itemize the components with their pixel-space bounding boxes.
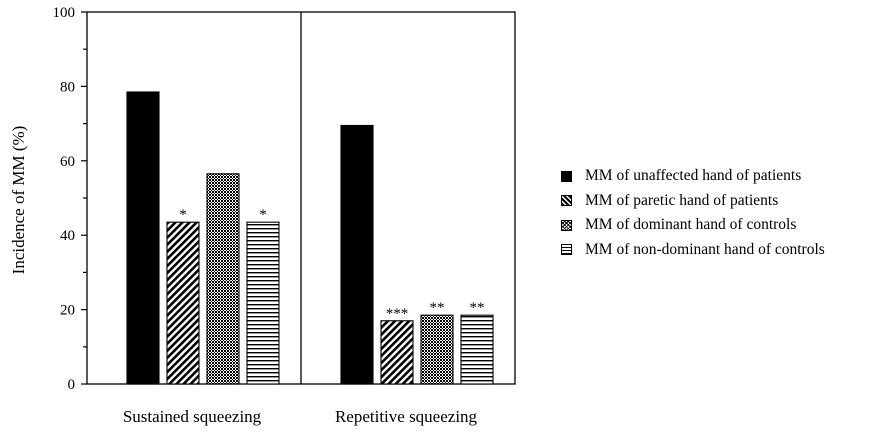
- bar: [246, 221, 280, 385]
- legend-label: MM of unaffected hand of patients: [585, 167, 802, 185]
- bar: [340, 124, 374, 385]
- legend-label: MM of paretic hand of patients: [585, 191, 779, 209]
- bar: [206, 173, 240, 385]
- significance-marker: *: [259, 207, 267, 223]
- legend-item-dominant: MM of dominant hand of controls: [561, 213, 825, 238]
- bar: [126, 91, 160, 385]
- y-tick-label: 40: [60, 228, 75, 244]
- legend-swatch-diagonal-hatch: [561, 195, 572, 207]
- chart-legend: MM of unaffected hand of patients MM of …: [561, 164, 825, 262]
- legend-item-paretic: MM of paretic hand of patients: [561, 189, 825, 214]
- y-tick-label: 0: [68, 377, 76, 393]
- legend-label: MM of dominant hand of controls: [585, 216, 797, 234]
- legend-label: MM of non-dominant hand of controls: [585, 240, 825, 258]
- significance-marker: *: [179, 207, 187, 223]
- significance-marker: ***: [386, 306, 409, 322]
- y-tick-label: 60: [60, 154, 75, 170]
- legend-swatch-solid: [561, 170, 572, 182]
- y-tick-label: 80: [60, 79, 75, 95]
- y-tick-label: 20: [60, 303, 75, 319]
- significance-marker: **: [470, 300, 485, 316]
- bar: [380, 320, 414, 385]
- legend-item-unaffected: MM of unaffected hand of patients: [561, 164, 825, 189]
- legend-swatch-crosshatch: [561, 219, 572, 231]
- x-category-label: Sustained squeezing: [123, 407, 262, 426]
- significance-marker: **: [430, 300, 445, 316]
- legend-swatch-horizontal-lines: [561, 244, 572, 256]
- bar: [460, 314, 494, 385]
- y-tick-label: 100: [53, 5, 76, 21]
- y-axis-title: Incidence of MM (%): [9, 126, 28, 275]
- bar: [166, 221, 200, 385]
- legend-item-non-dominant: MM of non-dominant hand of controls: [561, 238, 825, 263]
- x-category-label: Repetitive squeezing: [335, 407, 478, 426]
- bar: [420, 314, 454, 385]
